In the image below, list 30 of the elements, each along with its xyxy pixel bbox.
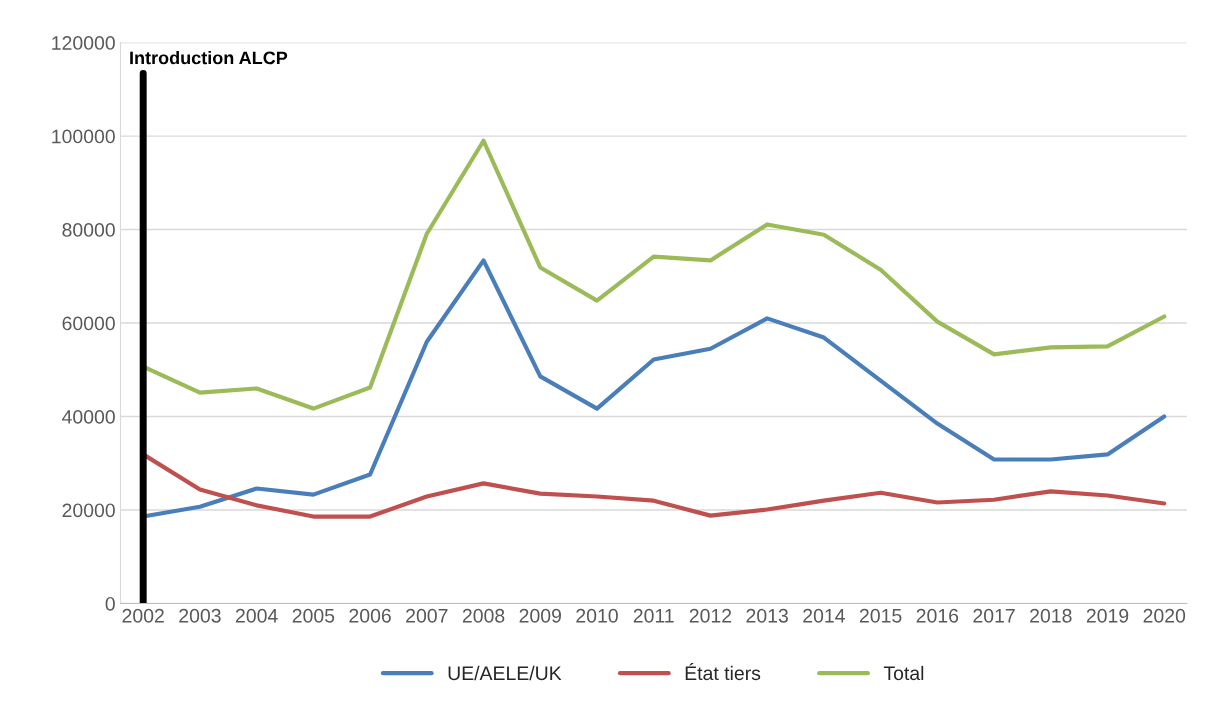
y-tick-label: 20000 [62, 503, 115, 518]
y-tick-label: 60000 [62, 316, 115, 331]
y-tick-label: 100000 [52, 129, 115, 144]
y-tick-label: 120000 [52, 36, 115, 50]
ref-line-label: Introduction ALCP [130, 51, 288, 65]
legend-label: Total [883, 665, 924, 681]
y-tick-label: 40000 [62, 410, 115, 424]
x-tick-label: 2018 [1030, 608, 1072, 623]
x-tick-label: 2006 [349, 608, 391, 623]
x-tick-label: 2017 [973, 608, 1015, 623]
x-tick-label: 2012 [689, 608, 732, 623]
legend-label: État tiers [685, 663, 761, 681]
x-tick-label: 2011 [633, 608, 674, 623]
y-tick-label: 80000 [62, 223, 115, 237]
x-tick-label: 2002 [122, 608, 164, 623]
x-tick-label: 2003 [179, 608, 221, 623]
x-tick-label: 2019 [1086, 608, 1129, 623]
legend-label: UE/AELE/UK [448, 665, 562, 681]
x-tick-label: 2015 [859, 608, 902, 623]
x-tick-label: 2009 [519, 608, 561, 623]
x-tick-label: 2013 [746, 608, 788, 623]
x-tick-label: 2010 [576, 608, 618, 623]
x-tick-label: 2004 [235, 608, 278, 623]
y-tick-label: 0 [105, 596, 115, 611]
x-tick-label: 2020 [1143, 608, 1186, 623]
x-tick-label: 2005 [292, 608, 335, 623]
x-tick-label: 2008 [462, 608, 505, 623]
x-tick-label: 2014 [803, 608, 845, 623]
x-tick-label: 2007 [406, 608, 448, 623]
x-tick-label: 2016 [916, 608, 959, 623]
